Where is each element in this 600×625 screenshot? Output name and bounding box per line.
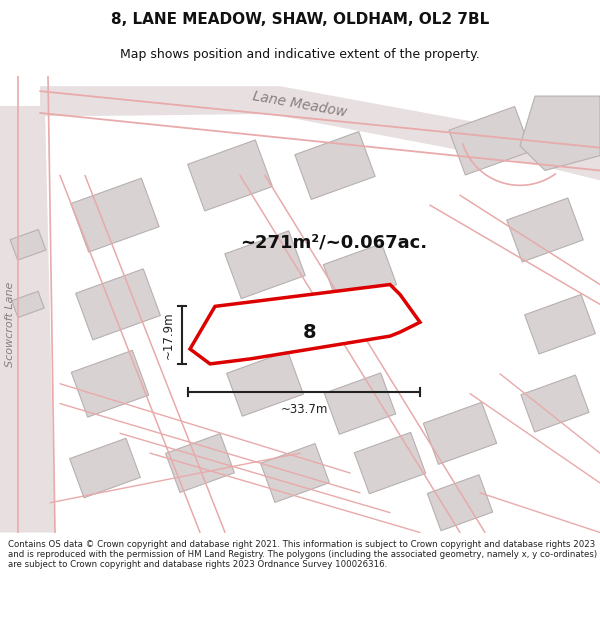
Text: Scowcroft Lane: Scowcroft Lane [5,281,15,367]
Text: 8, LANE MEADOW, SHAW, OLDHAM, OL2 7BL: 8, LANE MEADOW, SHAW, OLDHAM, OL2 7BL [111,11,489,26]
Polygon shape [520,96,600,171]
Polygon shape [524,294,595,354]
Polygon shape [424,402,497,464]
Polygon shape [449,106,531,175]
Polygon shape [295,132,375,199]
Text: Lane Meadow: Lane Meadow [252,89,348,119]
Polygon shape [0,106,55,532]
Polygon shape [70,438,140,498]
Polygon shape [76,269,160,340]
Polygon shape [260,444,329,503]
Polygon shape [323,244,397,306]
Text: 8: 8 [303,322,317,342]
Polygon shape [324,373,396,434]
Polygon shape [507,198,583,262]
Polygon shape [427,475,493,531]
Polygon shape [71,178,159,252]
Text: Contains OS data © Crown copyright and database right 2021. This information is : Contains OS data © Crown copyright and d… [8,539,597,569]
Polygon shape [40,86,600,181]
Polygon shape [190,284,420,364]
Polygon shape [10,229,46,260]
Polygon shape [225,231,305,299]
Polygon shape [71,351,149,417]
Text: Map shows position and indicative extent of the property.: Map shows position and indicative extent… [120,48,480,61]
Polygon shape [354,432,426,494]
Polygon shape [227,351,304,416]
Polygon shape [521,375,589,432]
Polygon shape [188,140,272,211]
Polygon shape [166,434,235,492]
Polygon shape [12,291,44,318]
Text: ~271m²/~0.067ac.: ~271m²/~0.067ac. [240,234,427,252]
Text: ~17.9m: ~17.9m [161,311,175,359]
Text: ~33.7m: ~33.7m [280,403,328,416]
